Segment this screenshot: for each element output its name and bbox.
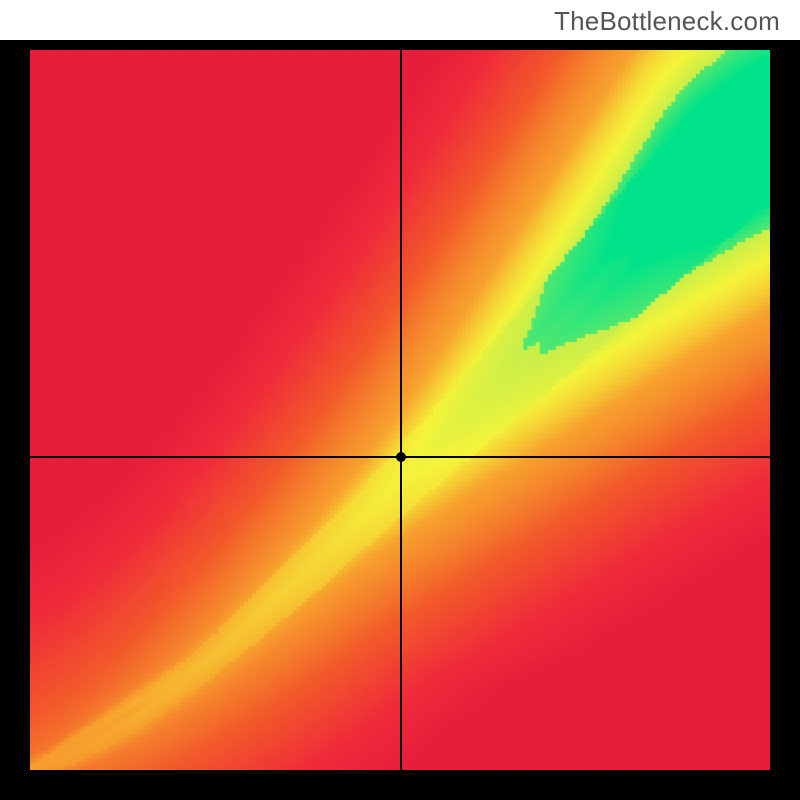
- heatmap-plot: [30, 50, 770, 770]
- root: TheBottleneck.com: [0, 0, 800, 800]
- crosshair-vertical: [400, 50, 402, 770]
- chart-frame: [0, 40, 800, 800]
- marker-point: [396, 452, 406, 462]
- watermark-label: TheBottleneck.com: [554, 6, 780, 37]
